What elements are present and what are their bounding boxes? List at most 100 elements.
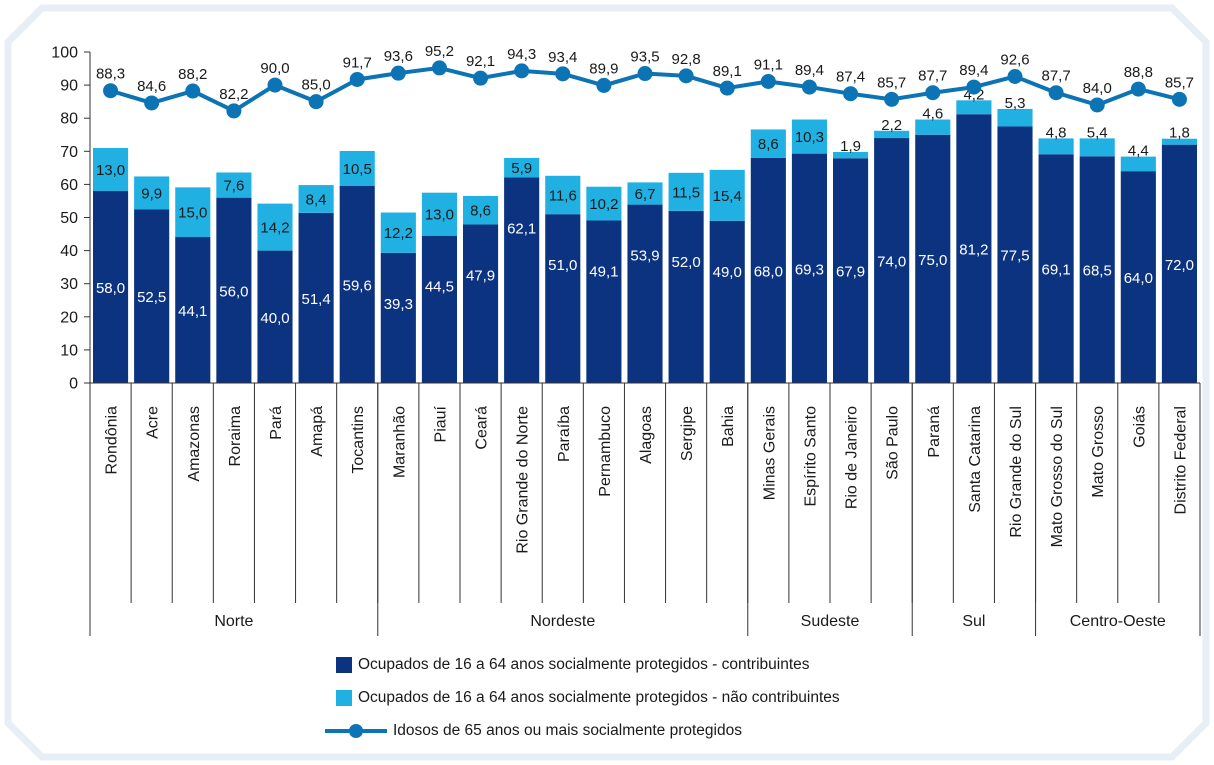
bar-noncontrib-label: 10,3 xyxy=(795,129,824,146)
bar-contrib-label: 51,4 xyxy=(302,291,331,308)
bar-contrib-label: 64,0 xyxy=(1124,270,1153,287)
line-point-label: 93,5 xyxy=(630,49,659,66)
legend-label-noncontrib: Ocupados de 16 a 64 anos socialmente pro… xyxy=(358,688,840,706)
bar-contrib xyxy=(586,220,622,383)
bar-noncontrib xyxy=(956,100,992,115)
legend-label-contrib: Ocupados de 16 a 64 anos socialmente pro… xyxy=(358,655,810,673)
bar-contrib-label: 68,0 xyxy=(754,263,783,280)
category-label: Maranhão xyxy=(391,406,408,478)
bar-contrib xyxy=(545,214,581,383)
line-point-label: 88,3 xyxy=(96,66,125,83)
bar-noncontrib-label: 10,2 xyxy=(589,196,618,213)
bar-noncontrib xyxy=(1038,138,1074,155)
bar-contrib xyxy=(874,138,910,383)
y-tick-label: 60 xyxy=(60,177,78,194)
line-point xyxy=(185,83,201,99)
legend: Ocupados de 16 a 64 anos socialmente pro… xyxy=(325,648,840,747)
bar-noncontrib-label: 15,4 xyxy=(713,188,742,205)
line-point xyxy=(390,65,406,81)
category-label: Sergipe xyxy=(679,406,696,461)
line-point xyxy=(637,66,653,82)
bar-noncontrib xyxy=(339,150,375,186)
bar-contrib-label: 52,0 xyxy=(672,254,701,271)
bar-contrib-label: 44,5 xyxy=(425,279,454,296)
category-label: Piauí xyxy=(432,405,449,442)
legend-label-line: Idosos de 65 anos ou mais socialmente pr… xyxy=(393,721,742,739)
bar-noncontrib xyxy=(791,119,827,154)
line-point-label: 89,9 xyxy=(589,60,618,77)
line-point-label: 90,0 xyxy=(260,60,289,77)
bar-contrib-label: 62,1 xyxy=(507,220,536,237)
bar-noncontrib-label: 6,7 xyxy=(635,186,656,203)
y-tick-label: 40 xyxy=(60,243,78,260)
bar-contrib xyxy=(216,197,252,383)
category-label: Acre xyxy=(145,406,162,439)
line-point xyxy=(226,103,242,119)
category-label: Goiás xyxy=(1131,406,1148,448)
legend-swatch-noncontrib xyxy=(336,689,352,706)
bar-contrib-label: 58,0 xyxy=(96,280,125,297)
bar-contrib-label: 81,2 xyxy=(959,242,988,259)
line-point xyxy=(884,91,900,107)
bar-contrib xyxy=(339,185,375,383)
line-point-label: 82,2 xyxy=(219,86,248,103)
category-label: Rio Grande do Norte xyxy=(515,406,532,554)
bar-noncontrib xyxy=(134,176,170,210)
y-tick-label: 10 xyxy=(60,342,78,359)
line-point xyxy=(966,79,982,95)
bar-contrib-label: 72,0 xyxy=(1165,257,1194,274)
bar-contrib xyxy=(257,250,293,383)
line-point-label: 92,6 xyxy=(1000,51,1029,68)
bar-noncontrib-label: 15,0 xyxy=(178,205,207,222)
category-label: Amapá xyxy=(309,406,326,457)
legend-swatch-contrib xyxy=(336,656,352,673)
bar-noncontrib xyxy=(668,172,704,211)
bar-contrib xyxy=(750,157,786,383)
bar-noncontrib-label: 8,6 xyxy=(470,203,491,220)
bar-contrib-label: 68,5 xyxy=(1083,263,1112,280)
bar-noncontrib-label: 13,0 xyxy=(425,207,454,224)
bar-noncontrib-label: 7,6 xyxy=(223,178,244,195)
line-point-label: 87,4 xyxy=(836,69,865,86)
bar-noncontrib xyxy=(627,182,663,205)
y-tick-label: 70 xyxy=(60,144,78,161)
bar-noncontrib xyxy=(750,129,786,158)
line-point-label: 85,7 xyxy=(1165,74,1194,91)
bar-contrib xyxy=(791,153,827,383)
bar-contrib xyxy=(997,126,1033,383)
category-label: Amazonas xyxy=(186,406,203,482)
line-point xyxy=(514,63,530,79)
bar-contrib xyxy=(298,212,334,383)
bar-contrib xyxy=(380,252,416,383)
category-label: Rio de Janeiro xyxy=(844,406,861,509)
y-tick-label: 90 xyxy=(60,78,78,95)
bar-contrib xyxy=(463,224,499,383)
line-point-label: 88,8 xyxy=(1124,64,1153,81)
bar-contrib-label: 49,1 xyxy=(589,263,618,280)
bar-noncontrib xyxy=(463,195,499,225)
bar-noncontrib-label: 10,5 xyxy=(343,161,372,178)
category-label: Bahia xyxy=(720,406,737,447)
bar-noncontrib-label: 8,6 xyxy=(758,136,779,153)
line-point xyxy=(1171,91,1187,107)
y-tick-label: 50 xyxy=(60,210,78,227)
line-point-label: 87,7 xyxy=(918,68,947,85)
line-point-label: 87,7 xyxy=(1042,68,1071,85)
bar-contrib-label: 40,0 xyxy=(260,310,289,327)
bar-contrib-label: 69,1 xyxy=(1042,262,1071,279)
bar-noncontrib xyxy=(175,187,211,238)
bar-noncontrib xyxy=(216,172,252,198)
line-point xyxy=(555,66,571,82)
category-label: Rio Grande do Sul xyxy=(1008,406,1025,538)
line-point-label: 94,3 xyxy=(507,46,536,63)
line-point xyxy=(596,77,612,93)
line-point-label: 85,7 xyxy=(877,74,906,91)
line-point-label: 93,4 xyxy=(548,49,577,66)
bar-noncontrib xyxy=(421,192,457,236)
bar-noncontrib xyxy=(298,185,334,213)
bar-noncontrib-label: 5,3 xyxy=(1005,95,1026,112)
group-label: Sudeste xyxy=(801,613,860,630)
line-point-label: 89,4 xyxy=(959,62,988,79)
